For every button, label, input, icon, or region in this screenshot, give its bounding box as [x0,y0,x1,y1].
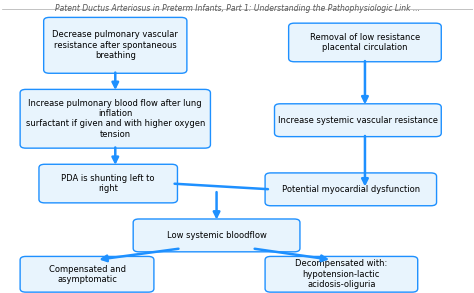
FancyBboxPatch shape [39,164,177,203]
FancyBboxPatch shape [44,17,187,73]
Text: Increase systemic vascular resistance: Increase systemic vascular resistance [278,116,438,125]
Text: Low systemic bloodflow: Low systemic bloodflow [167,231,266,240]
FancyBboxPatch shape [265,256,418,292]
FancyBboxPatch shape [274,104,441,137]
Text: Compensated and
asymptomatic: Compensated and asymptomatic [48,265,126,284]
Text: PDA is shunting left to
right: PDA is shunting left to right [62,174,155,193]
FancyBboxPatch shape [133,219,300,252]
FancyBboxPatch shape [20,89,210,148]
Text: Potential myocardial dysfunction: Potential myocardial dysfunction [282,185,420,194]
FancyBboxPatch shape [289,23,441,62]
Text: Patent Ductus Arteriosus in Preterm Infants, Part 1: Understanding the Pathophys: Patent Ductus Arteriosus in Preterm Infa… [55,4,420,13]
Text: Increase pulmonary blood flow after lung
inflation
surfactant if given and with : Increase pulmonary blood flow after lung… [26,99,205,139]
Text: Decrease pulmonary vascular
resistance after spontaneous
breathing: Decrease pulmonary vascular resistance a… [52,30,178,60]
FancyBboxPatch shape [20,256,154,292]
Text: Decompensated with:
hypotension-lactic
acidosis-oliguria: Decompensated with: hypotension-lactic a… [295,259,388,289]
Text: Removal of low resistance
placental circulation: Removal of low resistance placental circ… [310,33,420,52]
FancyBboxPatch shape [265,173,437,206]
